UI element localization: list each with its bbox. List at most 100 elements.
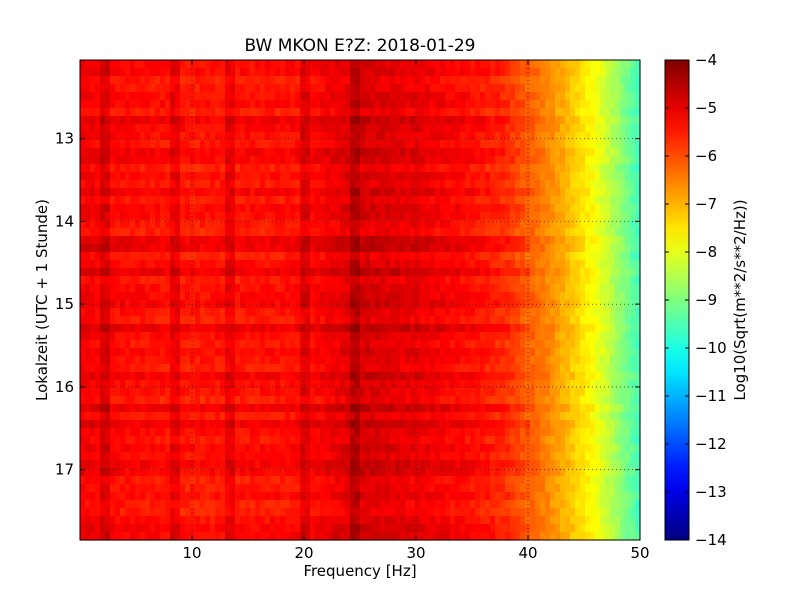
- heatmap-cell: [445, 372, 451, 381]
- heatmap-cell: [110, 372, 116, 381]
- heatmap-cell: [420, 196, 426, 205]
- heatmap-cell: [295, 148, 301, 157]
- heatmap-cell: [370, 388, 376, 397]
- heatmap-cell: [460, 76, 466, 85]
- heatmap-cell: [385, 172, 391, 181]
- heatmap-cell: [635, 276, 641, 285]
- heatmap-cell: [455, 116, 461, 125]
- heatmap-cell: [465, 300, 471, 309]
- heatmap-cell: [260, 68, 266, 77]
- heatmap-cell: [280, 196, 286, 205]
- heatmap-cell: [300, 364, 306, 373]
- heatmap-cell: [520, 212, 526, 221]
- heatmap-cell: [405, 148, 411, 157]
- heatmap-cell: [550, 116, 556, 125]
- heatmap-cell: [510, 276, 516, 285]
- heatmap-cell: [120, 68, 126, 77]
- heatmap-cell: [115, 148, 121, 157]
- heatmap-cell: [625, 228, 631, 237]
- heatmap-cell: [320, 300, 326, 309]
- heatmap-cell: [360, 396, 366, 405]
- heatmap-cell: [260, 340, 266, 349]
- heatmap-cell: [370, 212, 376, 221]
- heatmap-cell: [275, 60, 281, 69]
- heatmap-cell: [235, 204, 241, 213]
- heatmap-cell: [345, 300, 351, 309]
- heatmap-cell: [495, 324, 501, 333]
- heatmap-cell: [360, 292, 366, 301]
- heatmap-cell: [180, 316, 186, 325]
- heatmap-cell: [445, 284, 451, 293]
- heatmap-cell: [395, 116, 401, 125]
- heatmap-cell: [450, 116, 456, 125]
- heatmap-cell: [430, 164, 436, 173]
- heatmap-cell: [590, 252, 596, 261]
- heatmap-cell: [415, 356, 421, 365]
- heatmap-cell: [445, 380, 451, 389]
- heatmap-cell: [565, 92, 571, 101]
- heatmap-cell: [310, 156, 316, 165]
- heatmap-cell: [160, 236, 166, 245]
- heatmap-cell: [390, 132, 396, 141]
- heatmap-cell: [120, 124, 126, 133]
- heatmap-cell: [170, 156, 176, 165]
- heatmap-cell: [350, 188, 356, 197]
- heatmap-cell: [355, 276, 361, 285]
- heatmap-cell: [185, 124, 191, 133]
- heatmap-cell: [375, 156, 381, 165]
- heatmap-cell: [310, 372, 316, 381]
- heatmap-cell: [595, 292, 601, 301]
- heatmap-cell: [610, 340, 616, 349]
- heatmap-cell: [410, 236, 416, 245]
- heatmap-cell: [435, 132, 441, 141]
- heatmap-cell: [160, 108, 166, 117]
- heatmap-cell: [80, 76, 86, 85]
- heatmap-cell: [625, 308, 631, 317]
- heatmap-cell: [375, 84, 381, 93]
- heatmap-cell: [325, 340, 331, 349]
- heatmap-cell: [505, 164, 511, 173]
- heatmap-cell: [130, 132, 136, 141]
- heatmap-cell: [230, 388, 236, 397]
- heatmap-cell: [100, 268, 106, 277]
- heatmap-cell: [80, 308, 86, 317]
- heatmap-cell: [375, 92, 381, 101]
- heatmap-cell: [205, 292, 211, 301]
- heatmap-cell: [305, 140, 311, 149]
- heatmap-cell: [240, 108, 246, 117]
- heatmap-cell: [580, 244, 586, 253]
- heatmap-cell: [380, 156, 386, 165]
- heatmap-cell: [290, 396, 296, 405]
- heatmap-cell: [170, 236, 176, 245]
- heatmap-cell: [560, 284, 566, 293]
- heatmap-cell: [340, 116, 346, 125]
- heatmap-cell: [215, 156, 221, 165]
- heatmap-cell: [420, 84, 426, 93]
- heatmap-cell: [400, 84, 406, 93]
- heatmap-cell: [220, 356, 226, 365]
- heatmap-cell: [435, 228, 441, 237]
- heatmap-cell: [85, 236, 91, 245]
- heatmap-cell: [420, 116, 426, 125]
- heatmap-cell: [100, 340, 106, 349]
- heatmap-cell: [330, 348, 336, 357]
- heatmap-cell: [180, 100, 186, 109]
- heatmap-cell: [110, 180, 116, 189]
- heatmap-cell: [145, 60, 151, 69]
- heatmap-cell: [590, 124, 596, 133]
- heatmap-cell: [230, 132, 236, 141]
- heatmap-cell: [220, 212, 226, 221]
- heatmap-cell: [380, 268, 386, 277]
- heatmap-cell: [435, 196, 441, 205]
- heatmap-cell: [340, 316, 346, 325]
- heatmap-cell: [535, 340, 541, 349]
- heatmap-cell: [380, 412, 386, 421]
- heatmap-cell: [480, 140, 486, 149]
- heatmap-cell: [135, 316, 141, 325]
- heatmap-cell: [330, 276, 336, 285]
- heatmap-cell: [120, 228, 126, 237]
- heatmap-cell: [115, 324, 121, 333]
- heatmap-cell: [345, 172, 351, 181]
- heatmap-cell: [445, 260, 451, 269]
- heatmap-cell: [505, 108, 511, 117]
